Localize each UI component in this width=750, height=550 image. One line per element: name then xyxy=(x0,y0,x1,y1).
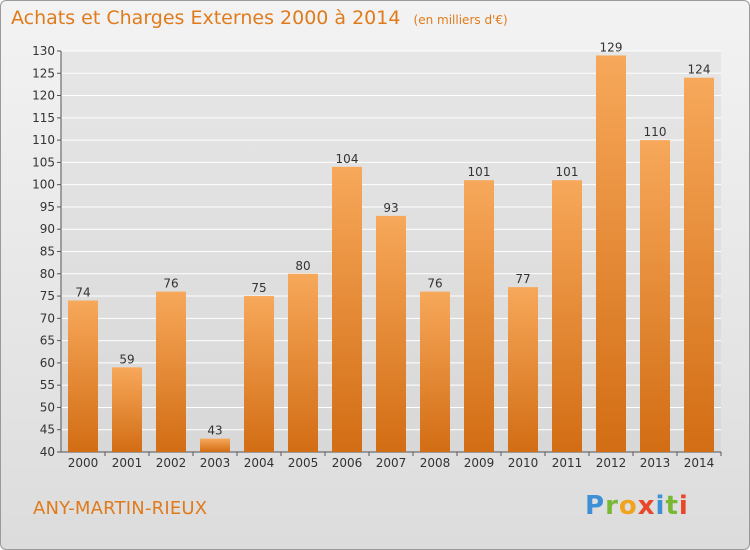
x-tick-label: 2005 xyxy=(288,456,319,470)
x-tick-label: 2002 xyxy=(156,456,187,470)
y-tick-label: 100 xyxy=(32,178,55,192)
bar-value-label: 101 xyxy=(468,165,491,179)
bar-value-label: 75 xyxy=(251,281,266,295)
y-tick-label: 50 xyxy=(40,400,55,414)
commune-name: ANY-MARTIN-RIEUX xyxy=(33,498,208,519)
bar-value-label: 77 xyxy=(515,272,530,286)
y-tick-label: 70 xyxy=(40,311,55,325)
bar-value-label: 104 xyxy=(336,152,359,166)
x-tick-label: 2008 xyxy=(420,456,451,470)
bar xyxy=(156,291,186,452)
x-tick-label: 2003 xyxy=(200,456,231,470)
bar xyxy=(464,180,494,452)
y-tick-label: 40 xyxy=(40,445,55,459)
y-tick-label: 115 xyxy=(32,111,55,125)
bar xyxy=(552,180,582,452)
y-tick-label: 75 xyxy=(40,289,55,303)
bar xyxy=(508,287,538,452)
bar xyxy=(200,438,230,452)
bar xyxy=(288,273,318,452)
bar xyxy=(376,215,406,452)
proxiti-logo: Proxiti xyxy=(585,491,689,521)
bar-value-label: 76 xyxy=(163,277,178,291)
bar-value-label: 74 xyxy=(75,286,90,300)
bar-value-label: 124 xyxy=(688,63,711,77)
y-tick-label: 60 xyxy=(40,356,55,370)
chart-subtitle: (en milliers d'€) xyxy=(413,13,508,27)
y-tick-label: 110 xyxy=(32,133,55,147)
bar-value-label: 93 xyxy=(383,201,398,215)
y-tick-label: 90 xyxy=(40,222,55,236)
bar xyxy=(244,296,274,452)
bar xyxy=(68,300,98,452)
y-tick-label: 80 xyxy=(40,267,55,281)
bar-value-label: 129 xyxy=(600,40,623,54)
x-tick-label: 2000 xyxy=(68,456,99,470)
x-tick-label: 2007 xyxy=(376,456,407,470)
y-tick-label: 95 xyxy=(40,200,55,214)
y-tick-label: 45 xyxy=(40,423,55,437)
y-tick-label: 120 xyxy=(32,89,55,103)
chart-title-block: Achats et Charges Externes 2000 à 2014 (… xyxy=(11,7,508,29)
x-tick-label: 2010 xyxy=(508,456,539,470)
y-tick-label: 55 xyxy=(40,378,55,392)
x-tick-label: 2014 xyxy=(684,456,715,470)
x-tick-label: 2013 xyxy=(640,456,671,470)
y-tick-label: 130 xyxy=(32,44,55,58)
y-tick-label: 85 xyxy=(40,245,55,259)
y-tick-label: 125 xyxy=(32,66,55,80)
chart-title: Achats et Charges Externes 2000 à 2014 xyxy=(11,7,401,29)
bar-value-label: 80 xyxy=(295,259,310,273)
x-tick-label: 2009 xyxy=(464,456,495,470)
bar xyxy=(640,140,670,452)
bar-value-label: 59 xyxy=(119,352,134,366)
bar-value-label: 110 xyxy=(644,125,667,139)
x-tick-label: 2012 xyxy=(596,456,627,470)
y-tick-label: 105 xyxy=(32,155,55,169)
x-tick-label: 2001 xyxy=(112,456,143,470)
bar-value-label: 101 xyxy=(556,165,579,179)
bar xyxy=(420,291,450,452)
x-tick-label: 2004 xyxy=(244,456,275,470)
y-tick-label: 65 xyxy=(40,334,55,348)
bar xyxy=(332,166,362,452)
x-tick-label: 2006 xyxy=(332,456,363,470)
bar xyxy=(112,367,142,452)
bar xyxy=(684,77,714,452)
bar xyxy=(596,55,626,452)
x-tick-label: 2011 xyxy=(552,456,583,470)
bar-value-label: 43 xyxy=(207,424,222,438)
bar-value-label: 76 xyxy=(427,277,442,291)
